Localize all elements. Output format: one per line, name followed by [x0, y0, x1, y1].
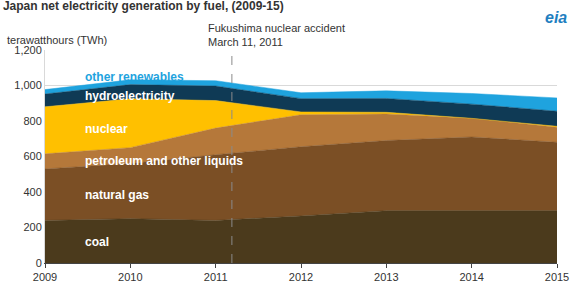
svg-text:600: 600 [23, 150, 41, 162]
svg-text:Japan net electricity generati: Japan net electricity generation by fuel… [3, 0, 284, 13]
svg-text:other renewables: other renewables [85, 70, 184, 84]
svg-text:1,000: 1,000 [14, 79, 42, 91]
svg-text:Fukushima nuclear accidentMarc: Fukushima nuclear accidentMarch 11, 2011 [208, 22, 345, 48]
svg-text:coal: coal [85, 235, 109, 249]
svg-text:2010: 2010 [118, 271, 142, 283]
svg-text:petroleum and other liquids: petroleum and other liquids [85, 154, 243, 168]
svg-text:0: 0 [36, 257, 42, 269]
svg-text:eia: eia [545, 9, 567, 26]
svg-text:400: 400 [23, 186, 41, 198]
svg-text:nuclear: nuclear [85, 122, 128, 136]
svg-text:2015: 2015 [545, 271, 569, 283]
svg-text:2013: 2013 [374, 271, 398, 283]
svg-text:hydroelectricity: hydroelectricity [85, 89, 175, 103]
svg-text:2011: 2011 [204, 271, 228, 283]
svg-text:200: 200 [23, 221, 41, 233]
svg-text:2012: 2012 [289, 271, 313, 283]
svg-text:terawatthours (TWh): terawatthours (TWh) [7, 34, 107, 46]
svg-text:natural gas: natural gas [85, 188, 149, 202]
svg-text:2009: 2009 [33, 271, 57, 283]
svg-text:2014: 2014 [459, 271, 483, 283]
svg-text:800: 800 [23, 115, 41, 127]
svg-text:1,200: 1,200 [14, 44, 42, 56]
